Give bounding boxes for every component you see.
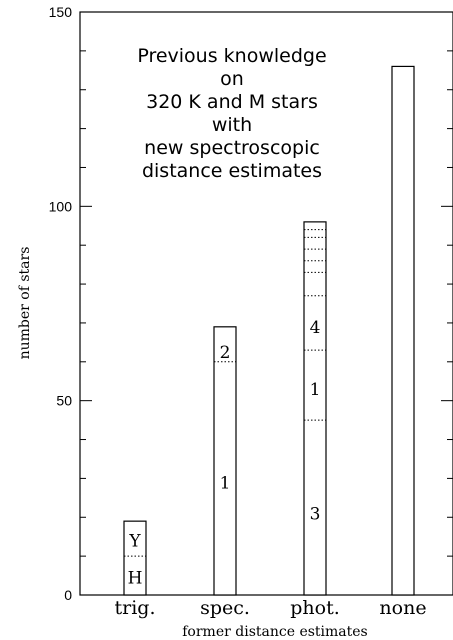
- x-tick-label: trig.: [115, 597, 156, 619]
- title-line: new spectroscopic: [144, 137, 320, 159]
- bar-segment-label: 2: [220, 343, 231, 363]
- bar-segment-label: 3: [310, 504, 321, 524]
- title-line: 320 K and M stars: [146, 91, 318, 113]
- title-line: Previous knowledge: [137, 45, 326, 67]
- title-line: with: [212, 114, 252, 136]
- y-axis: 0 50 100 150: [49, 4, 453, 603]
- y-tick-label: 0: [64, 587, 72, 603]
- bar-segment-label: 1: [310, 380, 321, 400]
- x-tick-label: spec.: [200, 597, 250, 619]
- bar: [391, 65, 415, 596]
- bar-segment-label: H: [128, 569, 143, 589]
- bar: [213, 326, 237, 596]
- y-tick-label: 100: [49, 198, 73, 214]
- x-axis: trig. spec. phot. none: [115, 597, 427, 619]
- title-line: on: [220, 68, 244, 90]
- x-tick-label: phot.: [290, 597, 340, 619]
- x-axis-label: former distance estimates: [182, 624, 368, 640]
- title-line: distance estimates: [142, 160, 322, 182]
- bar-segment-label: 4: [310, 318, 321, 338]
- bar-segment-label: Y: [128, 532, 141, 552]
- bar: [303, 221, 327, 596]
- bar: [123, 520, 147, 596]
- x-tick-label: none: [379, 597, 426, 619]
- plot-frame: [79, 11, 453, 596]
- y-tick-label: 50: [56, 393, 72, 409]
- y-tick-label: 150: [49, 4, 73, 20]
- bars: HY 1 2 3 1 4: [123, 65, 415, 596]
- bar-segment-label: 1: [220, 473, 231, 493]
- y-axis-label: number of stars: [17, 247, 33, 360]
